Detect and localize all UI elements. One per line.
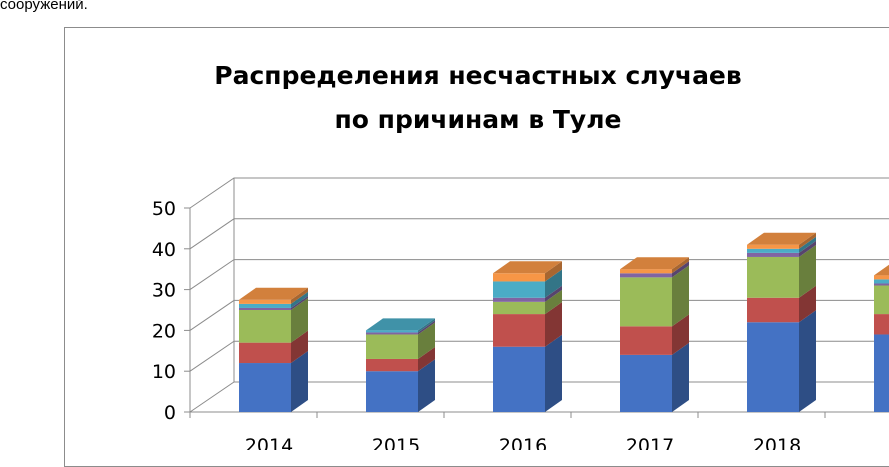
bar-side-2017-1 — [672, 314, 689, 355]
bar-side-2018-1 — [799, 285, 816, 323]
bar-20-4 — [874, 279, 889, 284]
bar-side-2015-3 — [418, 320, 435, 335]
bar-side-2014-4 — [291, 291, 308, 308]
bar-side-2017-2 — [672, 265, 689, 327]
chart-bars — [239, 232, 889, 412]
bar-side-2018-0 — [799, 310, 816, 412]
bar-2016-3 — [493, 297, 545, 302]
bar-side-2014-1 — [291, 330, 308, 364]
bar-side-2016-5 — [545, 261, 562, 282]
bar-side-2014-2 — [291, 298, 308, 343]
bar-2017-0 — [620, 354, 672, 412]
x-tick-label-2016: 2016 — [499, 435, 547, 450]
bar-side-2014-5 — [291, 287, 308, 304]
y-tick-label-50: 50 — [152, 198, 176, 220]
chart-title-line-2: по причинам в Туле — [334, 105, 622, 134]
bar-2017-1 — [620, 326, 672, 355]
chart-plot: 0 10 20 30 40 50 2014 2015 2016 2017 2018 20 — [152, 177, 889, 450]
bar-2018-2 — [747, 256, 799, 298]
y-axis: 0 10 20 30 40 50 — [152, 198, 191, 424]
bar-2017-2 — [620, 277, 672, 327]
bar-2016-2 — [493, 301, 545, 315]
x-tick-label-2014: 2014 — [245, 435, 293, 450]
bar-20-2 — [874, 285, 889, 315]
bar-20-5 — [874, 275, 889, 280]
y-tick-label-0: 0 — [164, 402, 176, 424]
bar-top-2018 — [747, 232, 816, 245]
bar-20-3 — [874, 283, 889, 286]
bar-20-1 — [874, 314, 889, 335]
chart-title: Распределения несчастных случаев по прич… — [198, 54, 758, 142]
bar-2015-2 — [366, 334, 418, 359]
bar-2018-4 — [747, 248, 799, 253]
bar-side-2015-2 — [418, 322, 435, 359]
gridline-50 — [189, 177, 889, 209]
bar-side-2015-4 — [418, 318, 435, 333]
bar-2014-2 — [239, 310, 291, 343]
bar-top-2014 — [239, 287, 308, 300]
y-tick-label-20: 20 — [152, 320, 176, 342]
y-tick-label-40: 40 — [152, 239, 176, 261]
bar-side-2017-0 — [672, 342, 689, 412]
y-tick-label-10: 10 — [152, 361, 176, 383]
bar-2014-1 — [239, 342, 291, 364]
bar-2018-0 — [747, 322, 799, 412]
bar-2016-1 — [493, 314, 545, 347]
bar-side-2016-1 — [545, 302, 562, 347]
bar-side-2016-4 — [545, 269, 562, 298]
bar-side-2016-3 — [545, 285, 562, 302]
bar-2017-5 — [620, 269, 672, 274]
bar-2016-0 — [493, 346, 545, 412]
bar-2014-4 — [239, 303, 291, 308]
x-tick-label-2017: 2017 — [626, 435, 674, 450]
bar-20-0 — [874, 334, 889, 412]
bar-2015-4 — [366, 330, 418, 333]
bar-top-20 — [874, 264, 889, 276]
bar-side-2017-5 — [672, 257, 689, 274]
caption-fragment: сооружений. — [0, 0, 88, 13]
bar-2015-3 — [366, 332, 418, 335]
bar-side-2016-2 — [545, 289, 562, 315]
bar-top-2017 — [620, 257, 689, 270]
bar-2015-0 — [366, 371, 418, 412]
bar-2017-3 — [620, 273, 672, 278]
bar-side-2015-0 — [418, 359, 435, 412]
gridline-40 — [189, 218, 889, 250]
bar-2014-5 — [239, 299, 291, 304]
x-tick-label-2015: 2015 — [372, 435, 420, 450]
bar-2016-4 — [493, 281, 545, 298]
bar-side-2016-0 — [545, 334, 562, 412]
bar-side-2018-4 — [799, 236, 816, 253]
x-tick-label-2018: 2018 — [753, 435, 801, 450]
bar-top-2016 — [493, 261, 562, 274]
bar-side-2017-3 — [672, 261, 689, 278]
bar-2018-5 — [747, 244, 799, 249]
bar-2018-3 — [747, 252, 799, 257]
chart-title-line-1: Распределения несчастных случаев — [214, 61, 742, 90]
bar-side-2014-0 — [291, 351, 308, 412]
y-tick-label-30: 30 — [152, 280, 176, 302]
bar-2014-3 — [239, 307, 291, 310]
bar-2018-1 — [747, 297, 799, 323]
bar-side-2015-1 — [418, 346, 435, 372]
bar-side-2018-3 — [799, 240, 816, 257]
bar-2015-1 — [366, 358, 418, 372]
bar-2016-5 — [493, 273, 545, 282]
bar-side-2014-3 — [291, 295, 308, 310]
x-axis: 2014201520162017201820 — [189, 412, 826, 450]
bar-side-2018-2 — [799, 244, 816, 298]
bar-side-2018-5 — [799, 232, 816, 249]
bar-top-2015 — [366, 318, 435, 331]
bar-2014-0 — [239, 363, 291, 412]
